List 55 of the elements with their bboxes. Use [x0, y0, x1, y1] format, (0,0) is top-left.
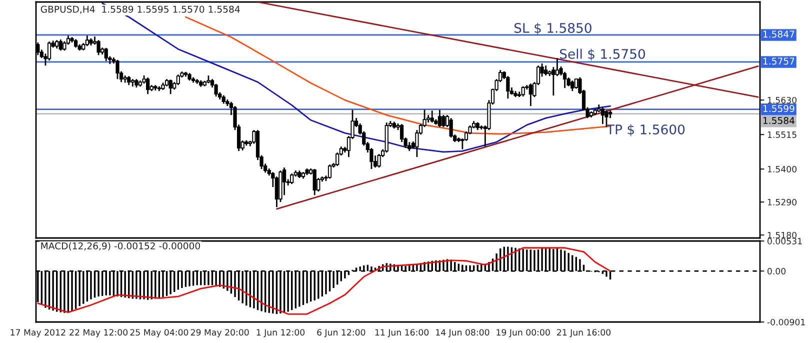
candlestick	[47, 40, 52, 62]
candlestick	[116, 59, 120, 80]
x-tick-label: 22 May 12:00	[70, 329, 128, 338]
candlestick	[85, 34, 89, 47]
candlestick	[555, 57, 560, 77]
annotation: Sell $ 1.5750	[560, 48, 645, 61]
chart-title: MACD(12,26,9) -0.00152 -0.00000	[41, 242, 200, 251]
y-tick-label: 0.00531	[768, 238, 802, 244]
y-tick-label: -0.00901	[767, 318, 805, 326]
candlestick	[96, 39, 100, 56]
candlestick	[552, 66, 556, 96]
annotation: SL $ 1.5850	[514, 22, 592, 35]
x-tick-label: 1 Jun 12:00	[256, 329, 305, 338]
candlestick	[600, 106, 605, 125]
candlestick	[442, 114, 446, 128]
ref-line-label: 1.5847	[763, 30, 794, 38]
y-tick-label: 1.5630	[768, 96, 797, 104]
candlestick	[528, 82, 532, 107]
candlestick	[176, 74, 180, 86]
candlestick	[290, 172, 294, 185]
candlestick	[214, 83, 218, 98]
candlestick	[521, 86, 525, 98]
ref-line-label: 1.5584	[763, 117, 794, 124]
candlestick	[544, 64, 548, 76]
y-tick-label: 1.5180	[768, 232, 797, 238]
x-tick-label: 29 May 20:00	[190, 329, 249, 338]
candlestick	[312, 168, 316, 196]
candlestick	[449, 117, 453, 138]
x-tick-label: 25 May 04:00	[130, 329, 188, 338]
ref-line-label: 1.5599	[763, 105, 794, 112]
candlestick	[104, 47, 108, 62]
y-tick-label: 0.00	[768, 268, 786, 274]
candlestick	[274, 176, 279, 208]
y-tick-label: 1.5290	[768, 198, 797, 206]
candlestick	[168, 78, 172, 95]
candlestick	[58, 38, 62, 52]
annotation: TP $ 1.5600	[606, 124, 685, 136]
y-tick-label: 1.5515	[768, 132, 796, 138]
x-tick-label: 14 Jun 08:00	[436, 329, 490, 338]
candlestick	[328, 164, 332, 180]
candlestick	[506, 75, 510, 100]
x-tick-label: 17 May 2012	[10, 329, 66, 338]
ref-line-label: 1.5757	[763, 58, 794, 65]
candlestick	[604, 110, 608, 128]
candlestick	[438, 109, 442, 128]
x-tick-label: 21 Jun 16:00	[557, 329, 611, 338]
x-tick-label: 19 Jun 00:00	[496, 329, 550, 338]
chart-title: GBPUSD,H4 1.5589 1.5595 1.5570 1.5584	[40, 6, 240, 14]
candlestick	[377, 153, 381, 168]
candlestick	[146, 76, 150, 95]
candlestick	[570, 80, 574, 92]
x-tick-label: 11 Jun 16:00	[375, 329, 429, 338]
x-tick-label: 6 Jun 12:00	[317, 329, 366, 338]
y-tick-label: 1.5400	[768, 166, 797, 172]
candlestick	[430, 110, 434, 124]
